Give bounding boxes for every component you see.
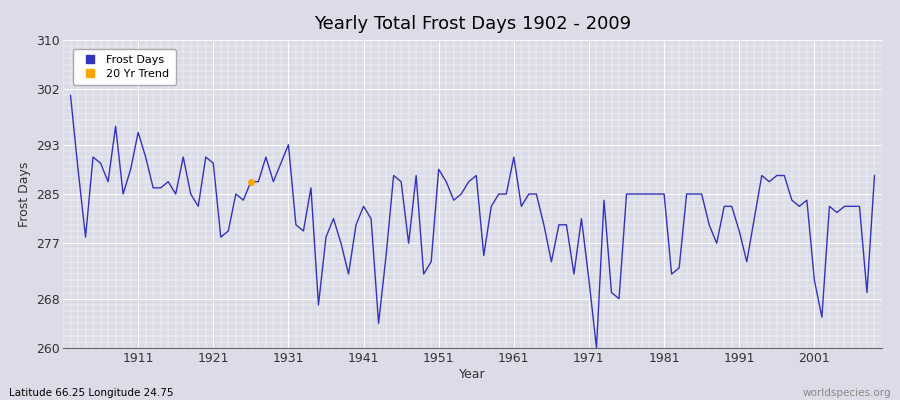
Text: worldspecies.org: worldspecies.org <box>803 388 891 398</box>
Text: Latitude 66.25 Longitude 24.75: Latitude 66.25 Longitude 24.75 <box>9 388 174 398</box>
X-axis label: Year: Year <box>459 368 486 381</box>
Legend: Frost Days, 20 Yr Trend: Frost Days, 20 Yr Trend <box>73 49 176 85</box>
Title: Yearly Total Frost Days 1902 - 2009: Yearly Total Frost Days 1902 - 2009 <box>314 15 631 33</box>
Y-axis label: Frost Days: Frost Days <box>18 161 31 227</box>
